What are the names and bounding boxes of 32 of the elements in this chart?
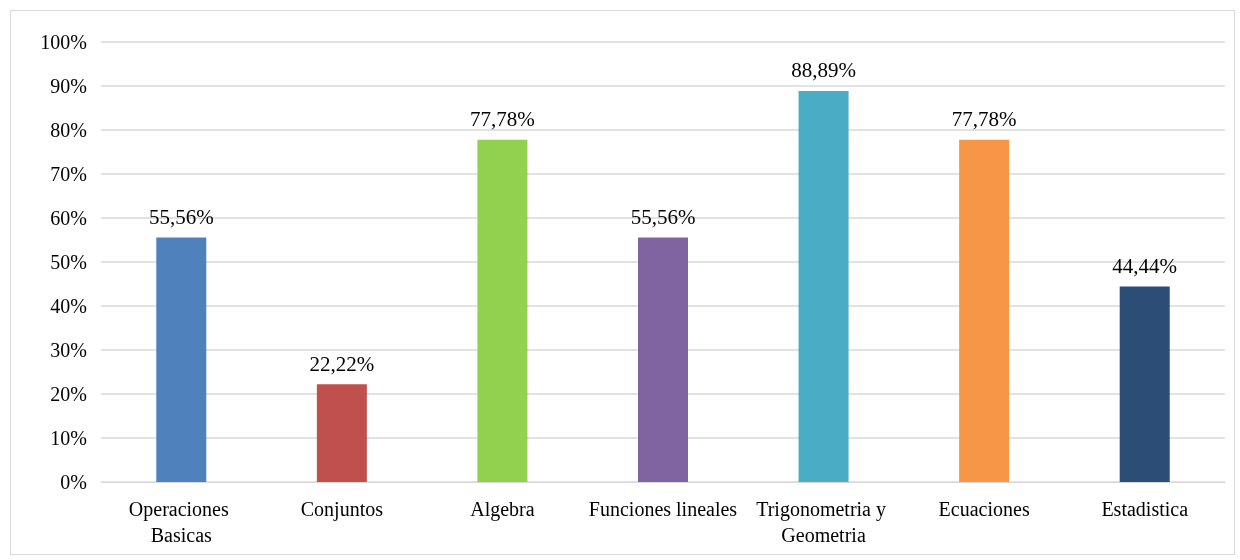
bar <box>959 139 1010 482</box>
bar <box>316 384 367 482</box>
data-label: 88,89% <box>791 58 856 83</box>
data-label: 77,78% <box>470 107 535 132</box>
x-tick-label: Funciones lineales <box>588 498 738 520</box>
y-tick-label: 50% <box>50 251 87 273</box>
y-tick-label: 60% <box>50 207 87 229</box>
y-tick-label: 10% <box>50 427 87 449</box>
bar <box>798 90 849 482</box>
y-tick-label: 80% <box>50 119 87 141</box>
y-tick-label: 100% <box>40 31 87 53</box>
data-label: 22,22% <box>309 351 375 376</box>
data-label: 55,56% <box>148 205 214 230</box>
bar <box>1119 286 1170 482</box>
x-tick-label: Trigonometria y Geometria <box>756 498 891 546</box>
y-tick-label: 20% <box>50 383 87 405</box>
x-tick-label: Estadistica <box>1101 498 1189 520</box>
y-tick-label: 40% <box>50 295 87 317</box>
x-tick-label: Conjuntos <box>300 498 384 521</box>
bar <box>156 237 207 482</box>
bar <box>477 139 528 482</box>
bar <box>638 237 688 482</box>
x-tick-label: Algebra <box>470 498 535 521</box>
data-label: 55,56% <box>630 205 696 230</box>
y-tick-label: 30% <box>50 339 87 361</box>
x-tick-label: Ecuaciones <box>938 498 1030 520</box>
data-label: 77,78% <box>951 107 1017 132</box>
x-tick-label: Operaciones Basicas <box>128 498 234 546</box>
y-tick-label: 70% <box>50 163 87 185</box>
y-tick-label: 90% <box>50 75 87 97</box>
data-label: 44,44% <box>1112 253 1178 278</box>
y-tick-label: 0% <box>60 471 87 493</box>
